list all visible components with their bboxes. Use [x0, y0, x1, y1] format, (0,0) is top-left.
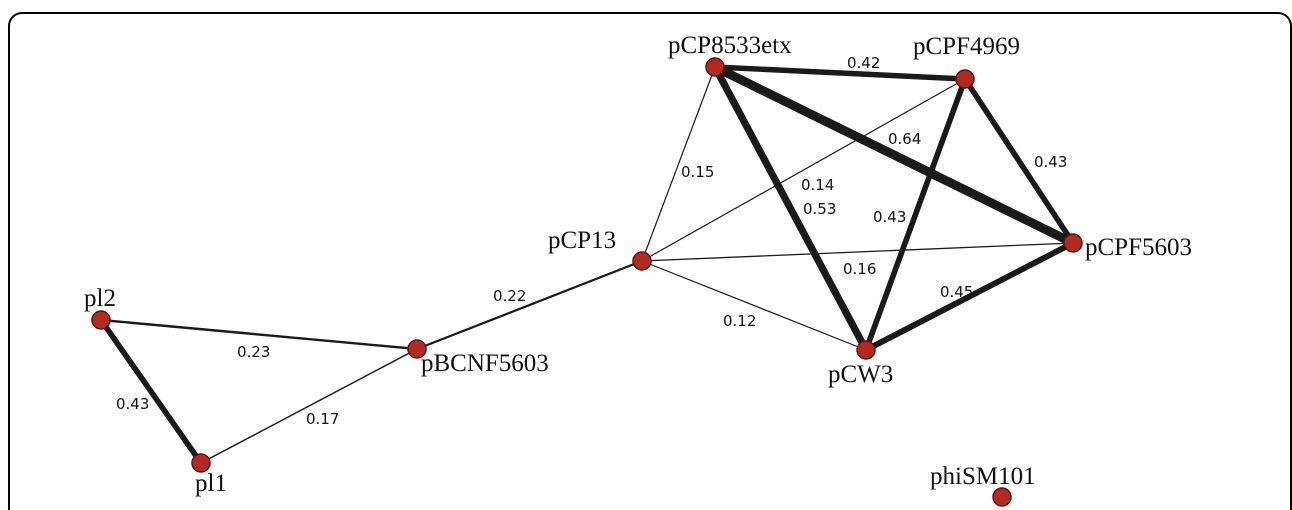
node-label-pcp13: pCP13: [548, 227, 616, 254]
edge-pcp8533etx-pcp13: [641, 66, 716, 262]
node-label-pl2: pl2: [84, 285, 116, 312]
edge-pcpf4969-pcw3: [863, 76, 968, 353]
edge-weight-label-pcp13-pcpf5603: 0.16: [843, 260, 876, 278]
node-label-pcpf4969: pCPF4969: [913, 33, 1020, 60]
edge-pcp13-pcw3: [641, 260, 867, 351]
nodes-layer: [91, 57, 1083, 507]
edge-pcp8533etx-pcpf4969: [712, 64, 968, 82]
edge-pcpf4969-pcp13: [641, 78, 966, 262]
node-pl2: [91, 310, 111, 330]
edge-weight-label-pcp8533etx-pcw3: 0.53: [803, 200, 836, 218]
node-pl1: [191, 453, 211, 473]
edge-pcp13-pbcnf5603: [415, 259, 644, 351]
edge-weight-label-pcp13-pbcnf5603: 0.22: [493, 287, 526, 305]
node-label-pcpf5603: pCPF5603: [1085, 234, 1192, 261]
edge-weight-label-pcp8533etx-pcpf5603: 0.64: [888, 130, 921, 148]
node-pcp8533etx: [705, 57, 725, 77]
edge-pcw3-pcpf5603: [863, 240, 1076, 353]
edge-weight-label-pl2-pbcnf5603: 0.23: [237, 343, 270, 361]
edge-pl1-pbcnf5603: [200, 348, 418, 464]
node-label-pcw3: pCW3: [828, 361, 893, 388]
edge-weight-label-pl2-pl1: 0.43: [116, 395, 149, 413]
diagram-frame: [8, 12, 1292, 510]
edge-weight-label-pcw3-pcpf5603: 0.45: [940, 283, 973, 301]
edge-weight-label-pcp8533etx-pcp13: 0.15: [681, 163, 714, 181]
node-label-phism101: phiSM101: [930, 463, 1036, 490]
node-pcp13: [632, 251, 652, 271]
edge-weight-label-pcp13-pcw3: 0.12: [723, 312, 756, 330]
node-pcpf5603: [1063, 233, 1083, 253]
edge-weight-label-pcpf4969-pcw3: 0.43: [873, 208, 906, 226]
edge-pl2-pbcnf5603: [99, 318, 419, 351]
edge-labels-layer: 0.42 0.64 0.43 0.15 0.14 0.53 0.43 0.16 0.45 0.12…: [116, 54, 1067, 428]
node-labels-layer: pCP8533etx pCPF4969 pCP13 pCPF5603 pl2 pBCNF5…: [84, 32, 1192, 497]
node-pcpf4969: [955, 69, 975, 89]
edge-weight-label-pcpf4969-pcp13: 0.14: [801, 176, 834, 194]
node-label-pbcnf5603: pBCNF5603: [421, 350, 549, 377]
node-pbcnf5603: [407, 339, 427, 359]
edge-weight-label-pl1-pbcnf5603: 0.17: [306, 410, 339, 428]
node-label-pl1: pl1: [195, 470, 227, 497]
node-phism101: [992, 487, 1012, 507]
edge-pcp13-pcpf5603: [641, 242, 1074, 262]
node-pcw3: [856, 340, 876, 360]
edge-weight-label-pcp8533etx-pcpf4969: 0.42: [847, 54, 880, 72]
edge-pl2-pl1: [98, 317, 204, 466]
edge-pcp8533etx-pcpf5603: [710, 62, 1078, 248]
edge-weight-label-pcpf4969-pcpf5603: 0.43: [1034, 153, 1067, 171]
edge-pcpf4969-pcpf5603: [962, 76, 1076, 246]
edge-pcp8533etx-pcw3: [711, 63, 870, 354]
edges-layer: [98, 62, 1078, 466]
node-label-pcp8533etx: pCP8533etx: [668, 32, 792, 59]
